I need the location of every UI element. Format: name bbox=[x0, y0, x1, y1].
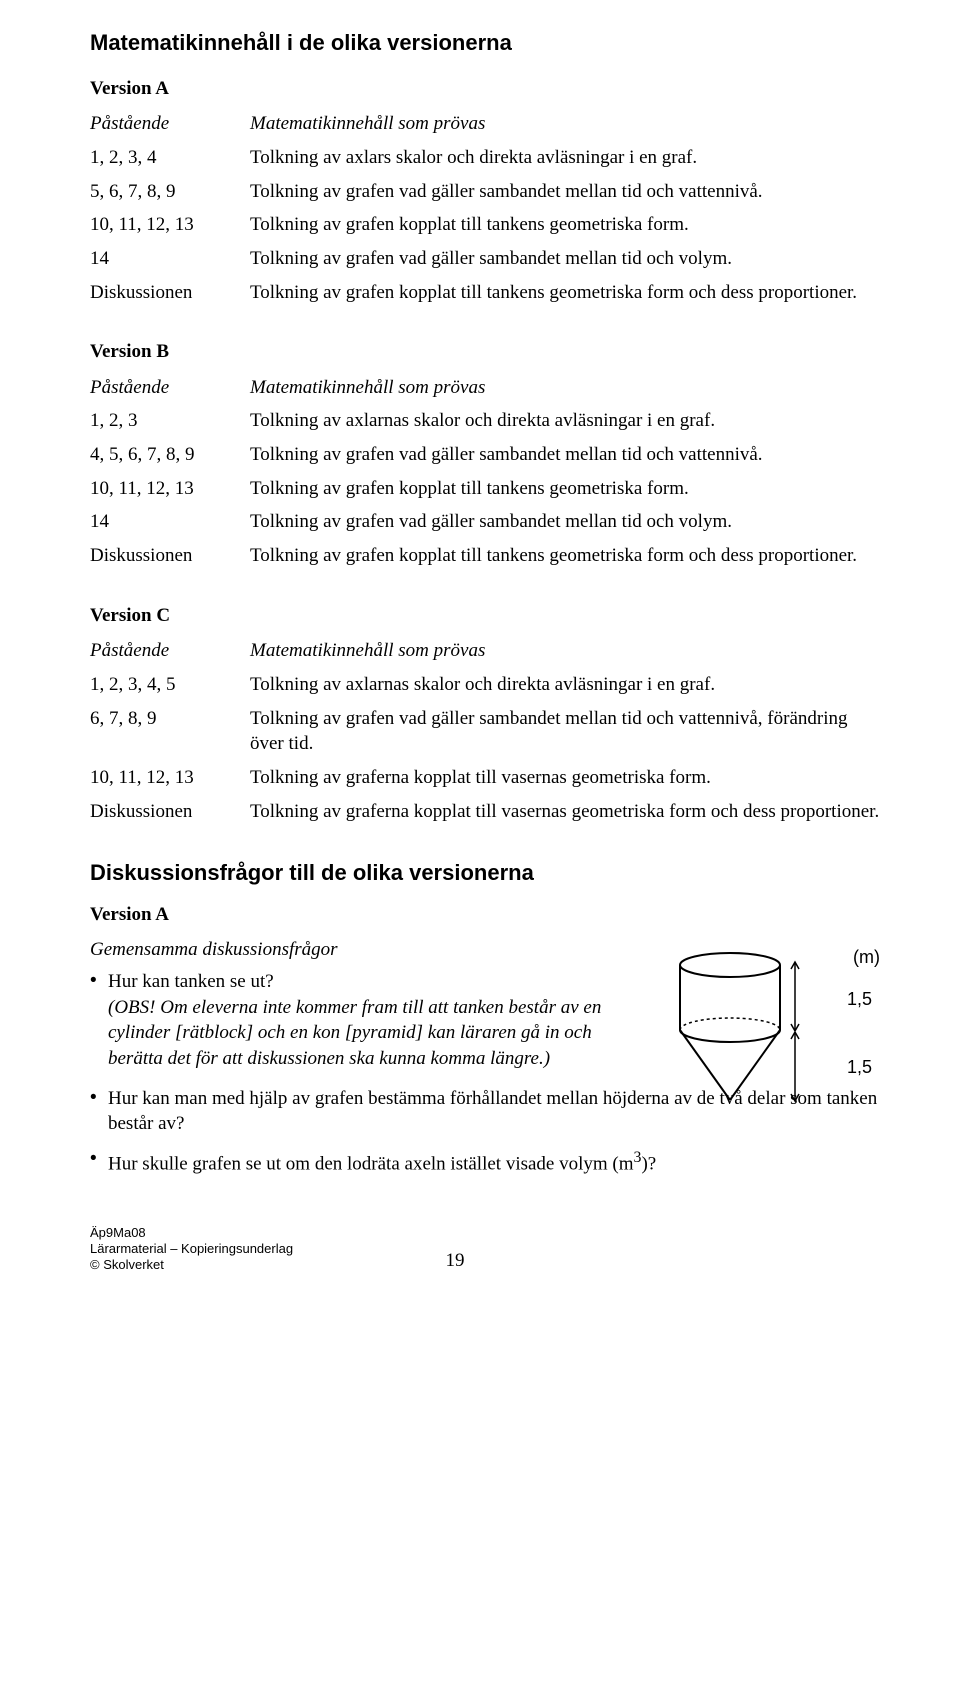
row-key: 10, 11, 12, 13 bbox=[90, 476, 250, 510]
bullet-icon: • bbox=[90, 969, 108, 994]
col-header-right: Matematikinnehåll som prövas bbox=[250, 375, 880, 409]
col-header-right: Matematikinnehåll som prövas bbox=[250, 638, 880, 672]
question-1-lead: Hur kan tanken se ut? bbox=[108, 971, 274, 992]
page-number: 19 bbox=[395, 1248, 515, 1274]
row-key: Diskussionen bbox=[90, 799, 250, 833]
discussion-block: (m) 1,5 1,5 Gemensamma diskussionsfrågor… bbox=[90, 937, 880, 1176]
row-val: Tolkning av grafen kopplat till tankens … bbox=[250, 543, 880, 577]
row-val: Tolkning av axlarnas skalor och direkta … bbox=[250, 408, 880, 442]
version-b-label: Version B bbox=[90, 339, 880, 365]
col-header-right: Matematikinnehåll som prövas bbox=[250, 111, 880, 145]
discussion-heading: Diskussionsfrågor till de olika versione… bbox=[90, 858, 880, 888]
row-val: Tolkning av grafen vad gäller sambandet … bbox=[250, 509, 880, 543]
bullet-icon: • bbox=[90, 1147, 108, 1172]
discussion-version-label: Version A bbox=[90, 902, 880, 928]
row-key: 1, 2, 3 bbox=[90, 408, 250, 442]
row-val: Tolkning av graferna kopplat till vasern… bbox=[250, 765, 880, 799]
row-val: Tolkning av grafen kopplat till tankens … bbox=[250, 280, 880, 314]
figure-dim-lower: 1,5 bbox=[847, 1055, 872, 1079]
row-key: 5, 6, 7, 8, 9 bbox=[90, 179, 250, 213]
bullet-icon: • bbox=[90, 1086, 108, 1111]
row-val: Tolkning av axlars skalor och direkta av… bbox=[250, 145, 880, 179]
col-header-left: Påstående bbox=[90, 638, 250, 672]
row-val: Tolkning av graferna kopplat till vasern… bbox=[250, 799, 880, 833]
row-val: Tolkning av grafen vad gäller sambandet … bbox=[250, 246, 880, 280]
question-1-obs: (OBS! Om eleverna inte kommer fram till … bbox=[108, 997, 601, 1069]
row-key: 6, 7, 8, 9 bbox=[90, 706, 250, 765]
version-a-label: Version A bbox=[90, 76, 880, 102]
main-heading: Matematikinnehåll i de olika versionerna bbox=[90, 28, 880, 58]
row-key: 10, 11, 12, 13 bbox=[90, 765, 250, 799]
col-header-left: Påstående bbox=[90, 375, 250, 409]
footer-line-1: Äp9Ma08 bbox=[90, 1225, 455, 1241]
tank-icon bbox=[670, 945, 820, 1105]
version-c-label: Version C bbox=[90, 603, 880, 629]
row-val: Tolkning av grafen vad gäller sambandet … bbox=[250, 179, 880, 213]
version-b-table: Påstående Matematikinnehåll som prövas 1… bbox=[90, 375, 880, 577]
figure-unit-label: (m) bbox=[853, 945, 880, 969]
row-key: Diskussionen bbox=[90, 280, 250, 314]
version-c-table: Påstående Matematikinnehåll som prövas 1… bbox=[90, 638, 880, 832]
question-3: • Hur skulle grafen se ut om den lodräta… bbox=[90, 1147, 880, 1177]
row-key: 1, 2, 3, 4, 5 bbox=[90, 672, 250, 706]
version-a-section: Version A Påstående Matematikinnehåll so… bbox=[90, 76, 880, 313]
page-footer: Äp9Ma08 Lärarmaterial – Kopieringsunderl… bbox=[90, 1225, 880, 1274]
row-key: 4, 5, 6, 7, 8, 9 bbox=[90, 442, 250, 476]
row-val: Tolkning av grafen kopplat till tankens … bbox=[250, 212, 880, 246]
row-key: 14 bbox=[90, 509, 250, 543]
row-val: Tolkning av grafen vad gäller sambandet … bbox=[250, 442, 880, 476]
row-val: Tolkning av grafen vad gäller sambandet … bbox=[250, 706, 880, 765]
version-b-section: Version B Påstående Matematikinnehåll so… bbox=[90, 339, 880, 576]
row-val: Tolkning av axlarnas skalor och direkta … bbox=[250, 672, 880, 706]
row-key: 10, 11, 12, 13 bbox=[90, 212, 250, 246]
row-key: Diskussionen bbox=[90, 543, 250, 577]
version-a-table: Påstående Matematikinnehåll som prövas 1… bbox=[90, 111, 880, 313]
question-3-part-b: )? bbox=[641, 1153, 656, 1174]
question-3-text: Hur skulle grafen se ut om den lodräta a… bbox=[108, 1147, 880, 1177]
row-key: 14 bbox=[90, 246, 250, 280]
row-val: Tolkning av grafen kopplat till tankens … bbox=[250, 476, 880, 510]
row-key: 1, 2, 3, 4 bbox=[90, 145, 250, 179]
col-header-left: Påstående bbox=[90, 111, 250, 145]
figure-dim-upper: 1,5 bbox=[847, 987, 872, 1011]
version-c-section: Version C Påstående Matematikinnehåll so… bbox=[90, 603, 880, 832]
tank-figure: (m) 1,5 1,5 bbox=[670, 945, 890, 1115]
question-3-part-a: Hur skulle grafen se ut om den lodräta a… bbox=[108, 1153, 634, 1174]
